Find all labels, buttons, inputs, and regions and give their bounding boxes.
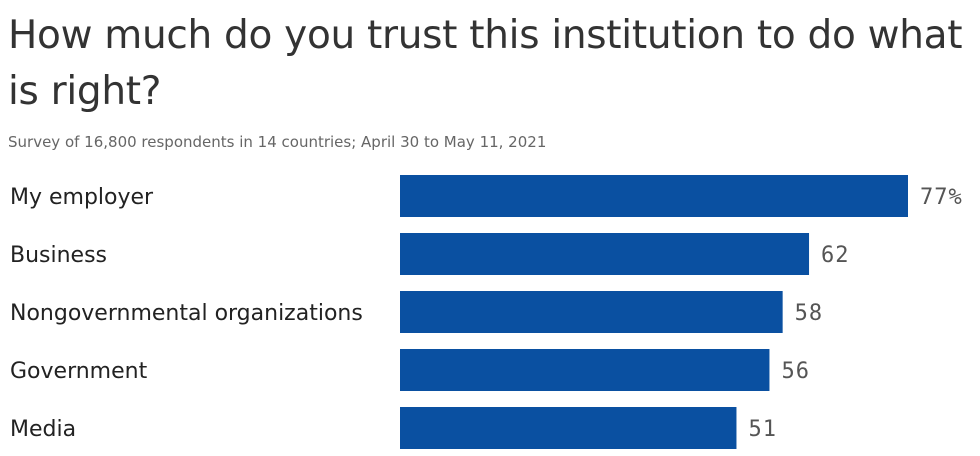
chart-title: How much do you trust this institution t… [8, 13, 963, 114]
value-label-nongovernmental-organizations: 58 [795, 301, 824, 326]
value-label-media: 51 [748, 417, 777, 442]
category-label-media: Media [10, 417, 76, 442]
bar-my-employer [400, 175, 908, 217]
bar-government [400, 349, 770, 391]
category-label-government: Government [10, 359, 148, 384]
category-label-my-employer: My employer [10, 185, 154, 210]
bar-media [400, 407, 737, 449]
chart-subtitle: Survey of 16,800 respondents in 14 count… [8, 133, 547, 151]
value-label-my-employer: 77% [920, 185, 963, 210]
value-label-government: 56 [781, 359, 810, 384]
category-label-nongovernmental-organizations: Nongovernmental organizations [10, 301, 363, 326]
bar-business [400, 233, 810, 275]
bars-group: My employer 77% Business 62 Nongovernmental … [10, 175, 963, 449]
value-label-business: 62 [821, 243, 850, 268]
category-label-business: Business [10, 243, 107, 268]
bar-nongovernmental-organizations [400, 291, 783, 333]
